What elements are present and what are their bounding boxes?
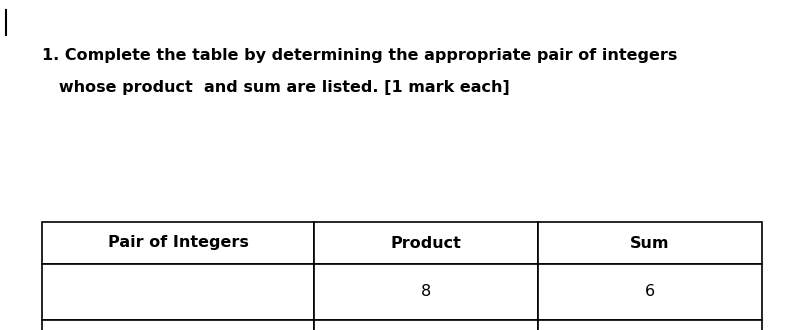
- Bar: [42, 222, 314, 264]
- Text: 1. Complete the table by determining the appropriate pair of integers: 1. Complete the table by determining the…: [42, 48, 678, 63]
- Bar: [42, 320, 314, 330]
- Text: 8: 8: [421, 284, 431, 300]
- Text: whose product  and sum are listed. [1 mark each]: whose product and sum are listed. [1 mar…: [42, 80, 510, 95]
- Bar: [314, 320, 538, 330]
- Text: Sum: Sum: [630, 236, 670, 250]
- Bar: [314, 222, 538, 264]
- Text: 6: 6: [645, 284, 655, 300]
- Text: Pair of Integers: Pair of Integers: [107, 236, 249, 250]
- Bar: [538, 264, 762, 320]
- Bar: [538, 222, 762, 264]
- Bar: [42, 264, 314, 320]
- Bar: [538, 320, 762, 330]
- Bar: [314, 264, 538, 320]
- Text: Product: Product: [390, 236, 462, 250]
